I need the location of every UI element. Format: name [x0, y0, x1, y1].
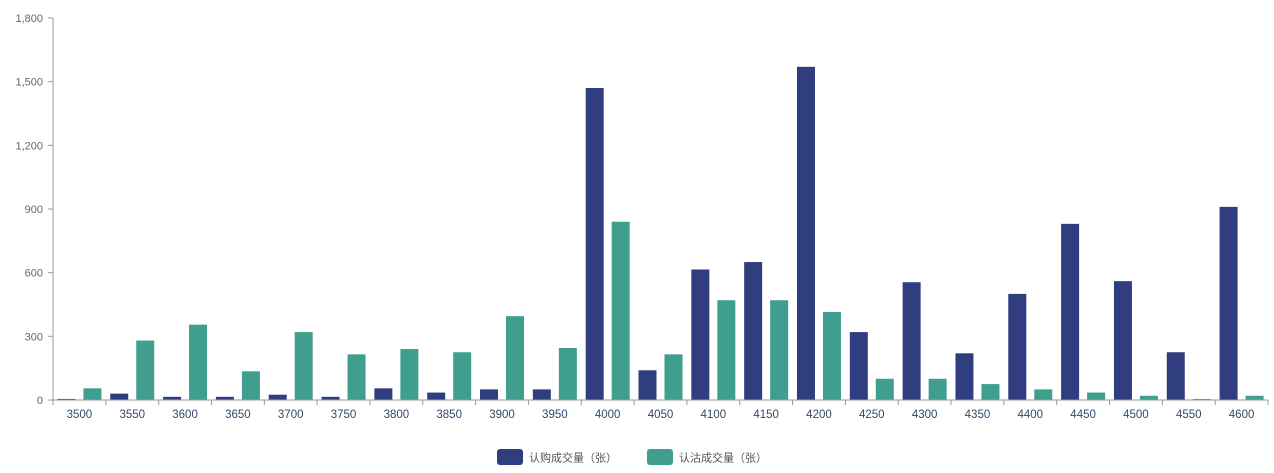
bar-call-4450[interactable]	[1061, 223, 1080, 400]
x-tick-label: 3750	[331, 409, 357, 421]
bar-call-4500[interactable]	[1113, 281, 1132, 400]
bar-call-3600[interactable]	[163, 396, 182, 400]
y-tick-label: 600	[25, 268, 43, 280]
bar-call-4050[interactable]	[638, 370, 657, 400]
bar-call-3950[interactable]	[532, 389, 551, 400]
x-tick-label: 3950	[542, 409, 568, 421]
y-tick-label: 1,200	[15, 140, 43, 152]
x-tick-label: 3550	[119, 409, 145, 421]
bar-call-3800[interactable]	[374, 388, 393, 400]
x-tick-label: 4350	[965, 409, 991, 421]
bar-call-3750[interactable]	[321, 396, 340, 400]
x-tick-label: 4000	[595, 409, 621, 421]
bar-call-4100[interactable]	[691, 269, 710, 400]
bar-put-4400[interactable]	[1034, 389, 1053, 400]
legend-item[interactable]: 认沽成交量（张）	[647, 449, 767, 465]
x-axis: 3500 3550 3600 3650 3700 3750 3800 3850 3900 3950…	[52, 399, 1269, 421]
x-tick-label: 4200	[806, 409, 832, 421]
x-tick-label: 4300	[912, 409, 938, 421]
legend[interactable]: 认购成交量（张） 认沽成交量（张）	[497, 449, 767, 465]
x-tick-label: 4500	[1123, 409, 1149, 421]
bar-call-3550[interactable]	[110, 393, 129, 400]
y-tick-label: 900	[25, 204, 43, 216]
legend-swatch	[647, 449, 673, 465]
x-tick-label: 3900	[489, 409, 515, 421]
x-tick-label: 4400	[1017, 409, 1043, 421]
bar-call-3650[interactable]	[215, 396, 234, 400]
x-tick-label: 3600	[172, 409, 198, 421]
x-tick-label: 4050	[648, 409, 674, 421]
bar-put-4350[interactable]	[981, 384, 1000, 400]
legend-label: 认购成交量（张）	[529, 451, 617, 465]
bar-put-4450[interactable]	[1087, 392, 1106, 400]
bar-call-4350[interactable]	[955, 353, 974, 400]
x-tick-label: 3650	[225, 409, 251, 421]
bar-call-4250[interactable]	[849, 332, 868, 400]
bar-call-4400[interactable]	[1008, 293, 1027, 400]
legend-label: 认沽成交量（张）	[679, 451, 767, 465]
x-tick-label: 4600	[1229, 409, 1255, 421]
x-tick-label: 3500	[67, 409, 93, 421]
bar-put-3800[interactable]	[400, 349, 419, 400]
y-tick-label: 0	[37, 395, 43, 407]
bar-put-4300[interactable]	[928, 378, 947, 400]
x-tick-label: 4250	[859, 409, 885, 421]
bar-put-4600[interactable]	[1245, 395, 1264, 400]
bars-layer	[57, 66, 1264, 401]
bar-put-4200[interactable]	[822, 311, 841, 400]
x-tick-label: 4150	[753, 409, 779, 421]
bar-put-3650[interactable]	[241, 371, 260, 400]
x-tick-label: 3850	[436, 409, 462, 421]
bar-call-4000[interactable]	[585, 88, 604, 401]
bar-put-4050[interactable]	[664, 354, 683, 400]
bar-call-4550[interactable]	[1166, 352, 1185, 400]
bar-put-3550[interactable]	[136, 340, 155, 400]
legend-item[interactable]: 认购成交量（张）	[497, 449, 617, 465]
y-tick-label: 300	[25, 331, 43, 343]
legend-swatch	[497, 449, 523, 465]
bar-put-3750[interactable]	[347, 354, 366, 400]
bar-put-3900[interactable]	[506, 316, 525, 400]
bar-call-4200[interactable]	[796, 66, 815, 401]
bar-put-3600[interactable]	[189, 324, 208, 400]
bar-put-3500[interactable]	[83, 388, 102, 400]
bar-call-3850[interactable]	[427, 392, 446, 400]
bar-put-4500[interactable]	[1139, 395, 1158, 400]
bar-put-4150[interactable]	[770, 300, 789, 400]
x-tick-label: 3800	[384, 409, 410, 421]
bar-put-4250[interactable]	[875, 378, 894, 400]
x-tick-label: 4550	[1176, 409, 1202, 421]
bar-call-3900[interactable]	[480, 389, 499, 400]
bar-call-3500[interactable]	[57, 398, 76, 400]
bar-put-3700[interactable]	[294, 332, 313, 400]
x-tick-label: 4450	[1070, 409, 1096, 421]
bar-put-4000[interactable]	[611, 221, 630, 400]
y-tick-label: 1,800	[15, 13, 43, 25]
bar-put-3850[interactable]	[453, 352, 472, 400]
x-tick-label: 4100	[701, 409, 727, 421]
y-axis: 0 300 600 900 1,200 1,500 1,800	[15, 13, 54, 407]
bar-put-4550[interactable]	[1192, 398, 1211, 400]
bar-call-4150[interactable]	[744, 262, 763, 400]
bar-call-3700[interactable]	[268, 394, 287, 400]
x-tick-label: 3700	[278, 409, 304, 421]
bar-put-3950[interactable]	[558, 348, 577, 400]
bar-call-4300[interactable]	[902, 282, 921, 400]
y-tick-label: 1,500	[15, 77, 43, 89]
bar-put-4100[interactable]	[717, 300, 736, 400]
bar-call-4600[interactable]	[1219, 206, 1238, 400]
